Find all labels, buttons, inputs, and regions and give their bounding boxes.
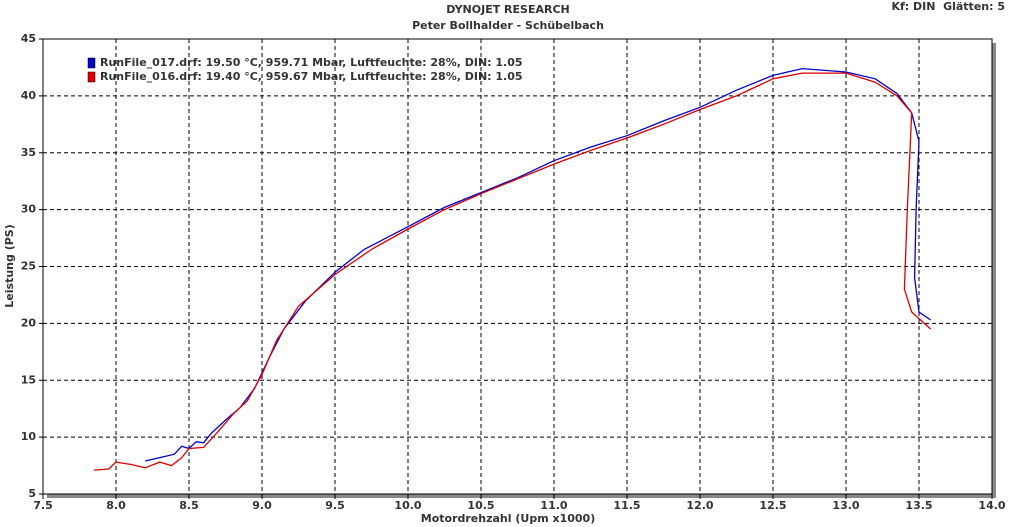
x-tick-label: 7.5 [33,499,53,512]
y-axis-label: Leistung (PS) [3,224,16,307]
x-tick-label: 13.0 [832,499,859,512]
x-tick-label: 10.5 [467,499,494,512]
chart-title: DYNOJET RESEARCH [446,3,569,16]
series-line [94,72,932,471]
legend-swatch [87,71,96,83]
y-tick-label: 10 [21,430,37,443]
chart-subtitle: Peter Bollhalder - Schübelbach [412,19,604,32]
y-tick-label: 45 [21,32,36,45]
series-line [145,67,932,462]
y-tick-label: 25 [21,260,36,273]
y-tick-label: 20 [21,316,37,329]
x-tick-label: 11.0 [540,499,567,512]
x-tick-label: 8.0 [106,499,126,512]
legend-label: RunFile_016.drf: 19.40 °C, 959.67 Mbar, … [100,70,523,83]
legend-label: RunFile_017.drf: 19.50 °C, 959.71 Mbar, … [100,56,523,69]
plot-area [42,38,993,495]
x-tick-label: 9.0 [252,499,272,512]
x-tick-label: 14.0 [978,499,1005,512]
x-tick-label: 12.5 [759,499,786,512]
x-tick-label: 13.5 [905,499,932,512]
legend-swatch [87,57,96,69]
x-tick-label: 10.0 [394,499,421,512]
x-tick-label: 9.5 [325,499,345,512]
annotation: Kf: DIN Glätten: 5 [891,0,1005,13]
x-tick-label: 11.5 [613,499,640,512]
y-tick-label: 30 [21,203,37,216]
y-tick-label: 35 [21,146,36,159]
y-tick-label: 40 [21,89,37,102]
x-axis-label: Motordrehzahl (Upm x1000) [421,512,595,525]
x-tick-label: 8.5 [179,499,199,512]
y-tick-label: 5 [28,487,36,500]
x-tick-label: 12.0 [686,499,713,512]
y-tick-label: 15 [21,373,36,386]
